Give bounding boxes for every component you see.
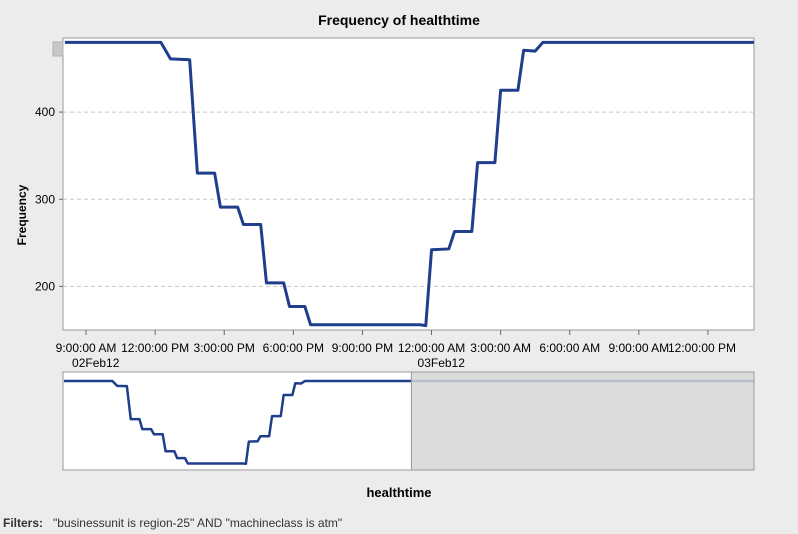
plot-area bbox=[62, 37, 755, 331]
y-tick-label: 400 bbox=[35, 105, 55, 119]
y-tick-label: 200 bbox=[35, 279, 55, 293]
frequency-line bbox=[64, 40, 754, 328]
x-tick-label: 9:00:00 AM bbox=[56, 341, 117, 355]
x-tick-label: 12:00:00 PM bbox=[668, 341, 736, 355]
x-tick-label: 3:00:00 PM bbox=[194, 341, 255, 355]
chart-title: Frequency of healthtime bbox=[318, 12, 480, 28]
x-tick-label: 3:00:00 AM bbox=[470, 341, 531, 355]
filters-text: "businessunit is region-25" AND "machine… bbox=[53, 516, 343, 530]
filters-bar: Filters: "businessunit is region-25" AND … bbox=[3, 516, 342, 530]
filters-label: Filters: bbox=[3, 516, 44, 530]
x-tick-label: 12:00:00 PM bbox=[121, 341, 189, 355]
x-tick-date-label: 03Feb12 bbox=[418, 356, 466, 370]
x-tick-label: 9:00:00 PM bbox=[332, 341, 393, 355]
grid-lines bbox=[63, 111, 754, 287]
x-tick-label: 9:00:00 AM bbox=[608, 341, 669, 355]
x-tick-date-label: 02Feb12 bbox=[72, 356, 120, 370]
x-tick-label: 6:00:00 AM bbox=[539, 341, 600, 355]
y-tick-label: 300 bbox=[35, 192, 55, 206]
x-tick-label: 6:00:00 PM bbox=[263, 341, 324, 355]
scroll-thumb[interactable] bbox=[52, 41, 64, 57]
overview-line bbox=[63, 379, 754, 465]
overview-series bbox=[63, 379, 754, 465]
x-axis-title: healthtime bbox=[366, 485, 432, 500]
x-tick-label: 12:00:00 AM bbox=[398, 341, 465, 355]
y-axis: 200 300 400 bbox=[35, 105, 63, 293]
overview-selection-window[interactable] bbox=[410, 371, 755, 471]
series-line bbox=[64, 40, 755, 328]
